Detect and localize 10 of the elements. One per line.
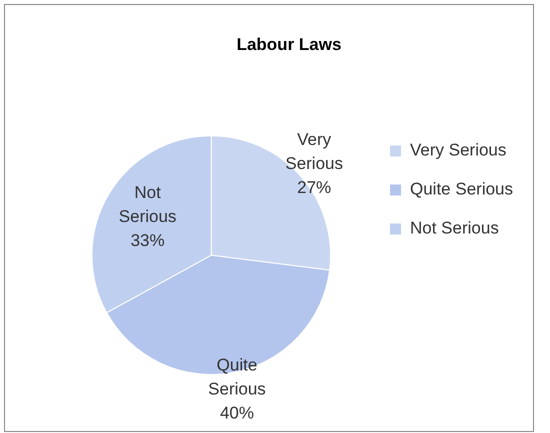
slice-label: Quite Serious [208,356,266,399]
slice-label: Very Serious [285,130,343,174]
legend-label: Not Serious [410,218,499,238]
legend-label: Very Serious [410,140,506,160]
data-label: 40% [220,404,254,423]
slice-label: Not Serious [118,183,176,226]
data-label: 33% [130,231,165,250]
chart-title: Labour Laws [236,34,342,54]
data-label: 27% [297,178,332,198]
legend-label: Quite Serious [410,180,514,199]
